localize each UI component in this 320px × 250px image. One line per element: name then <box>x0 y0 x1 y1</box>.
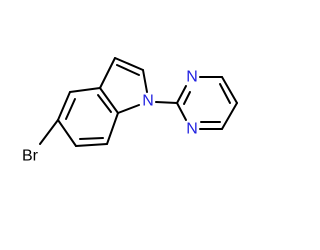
bond <box>65 98 76 120</box>
bond <box>39 119 59 145</box>
atom-label: N <box>142 93 154 110</box>
bond <box>106 112 119 145</box>
bond <box>75 143 108 147</box>
atom-label: Br <box>22 148 39 165</box>
bond <box>176 85 187 104</box>
bond <box>176 102 187 121</box>
bond <box>114 57 144 71</box>
bond <box>69 87 101 93</box>
bond <box>57 91 71 121</box>
bonds <box>39 57 238 147</box>
bond <box>116 64 140 76</box>
bond <box>219 83 231 104</box>
atom-label: N <box>186 121 198 138</box>
bond <box>97 94 112 113</box>
bond <box>117 104 140 114</box>
bond <box>57 119 77 147</box>
bond <box>99 87 119 114</box>
molecule-diagram: Br N N N <box>22 57 238 165</box>
atom-label: N <box>186 69 198 86</box>
bond <box>183 91 191 105</box>
bond <box>79 137 104 140</box>
bond <box>99 57 116 89</box>
bond <box>155 101 178 104</box>
bond <box>221 102 238 130</box>
bond <box>142 69 148 93</box>
bond <box>221 76 238 104</box>
